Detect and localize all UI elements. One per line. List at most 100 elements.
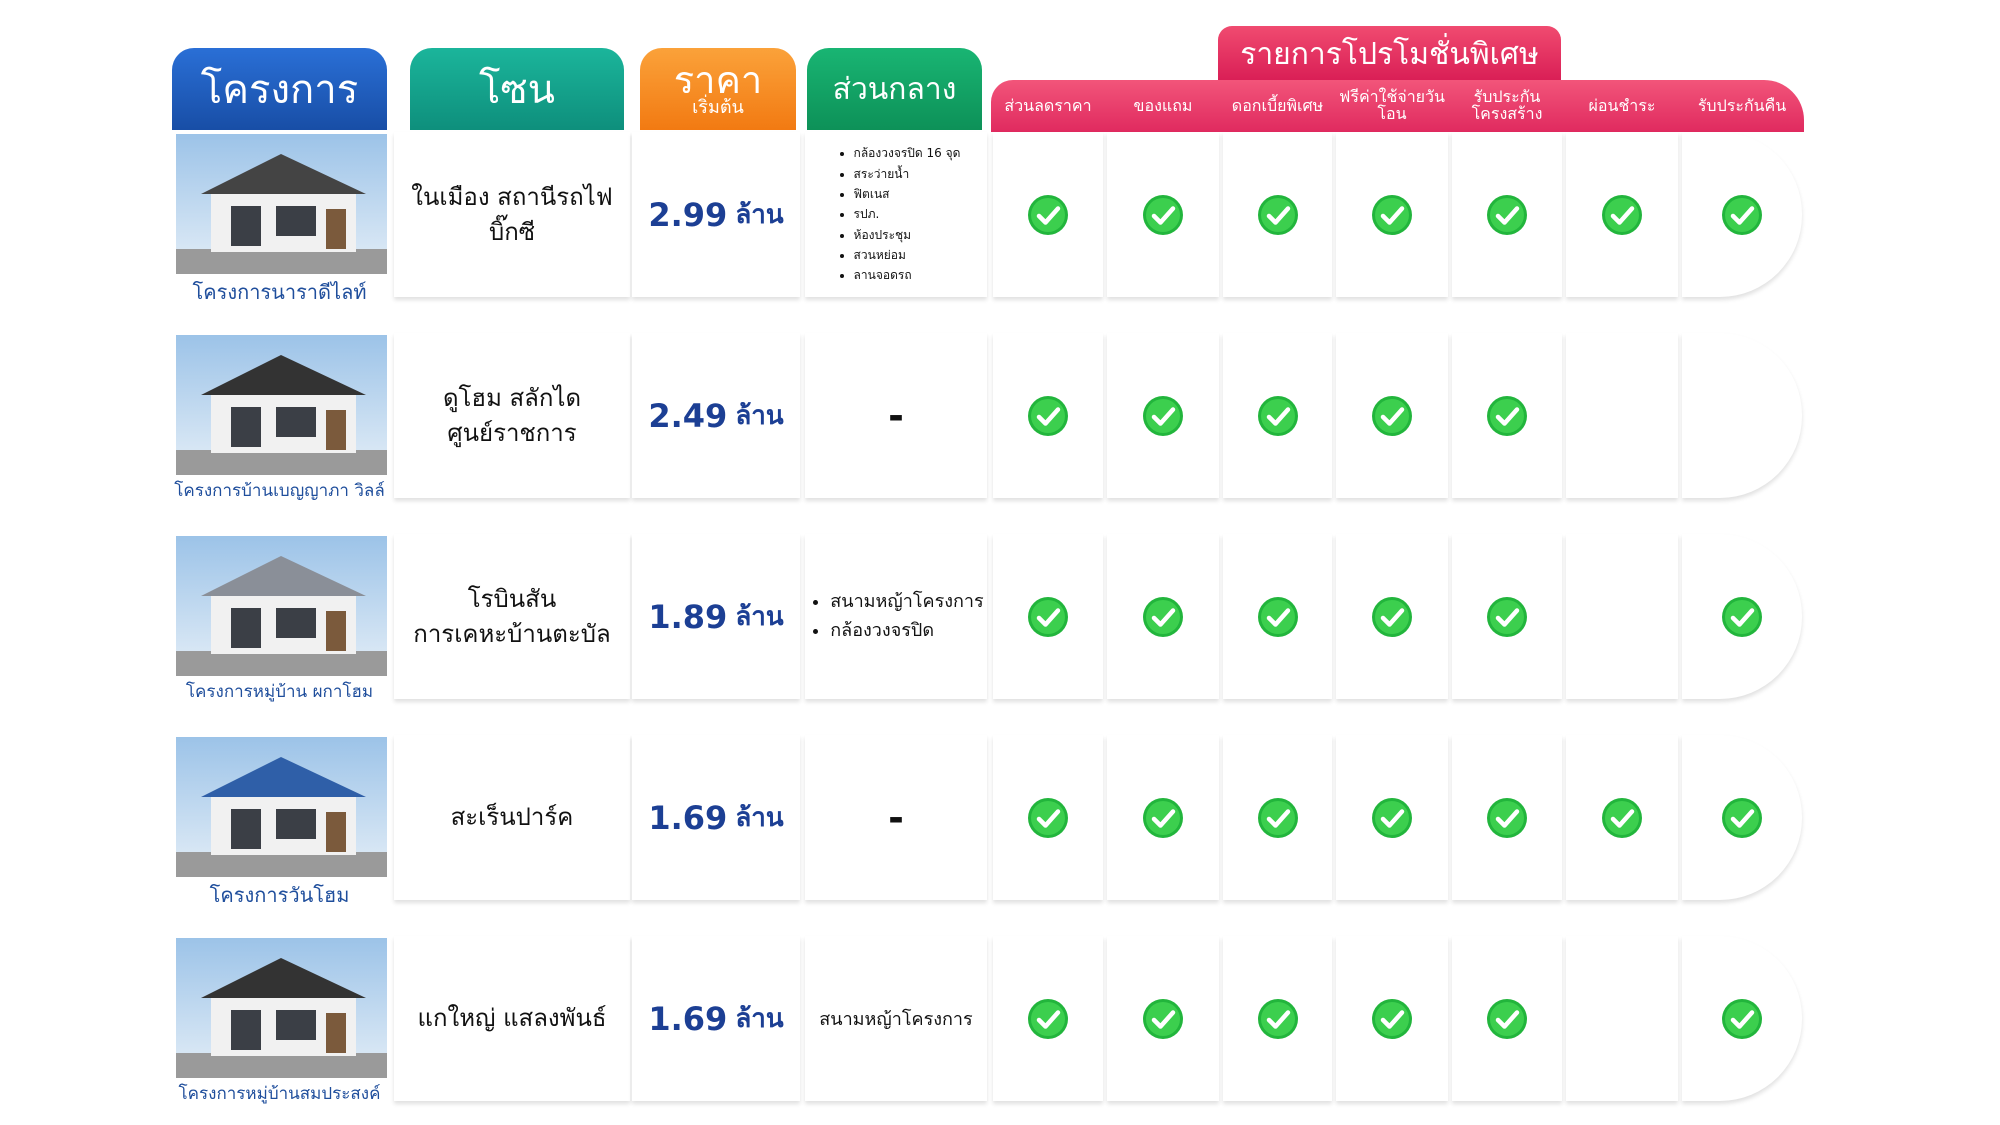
amenity: กล้องวงจรปิด xyxy=(830,617,983,646)
house-illustration xyxy=(176,536,387,676)
check-icon xyxy=(1487,797,1527,838)
house-illustration xyxy=(176,737,387,877)
promo-cell xyxy=(1566,333,1678,498)
amenity: รปภ. xyxy=(854,204,961,224)
project-name: โครงการหมู่บ้าน ผกาโฮม xyxy=(185,682,374,702)
check-icon xyxy=(1028,596,1068,637)
check-icon xyxy=(1257,797,1298,838)
header-amenities: ส่วนกลาง xyxy=(807,48,982,130)
check-icon xyxy=(1602,194,1642,235)
price-title: ราคา xyxy=(673,58,763,102)
price-unit: ล้าน xyxy=(735,401,784,431)
project-name: โครงการหมู่บ้านสมประสงค์ xyxy=(178,1084,381,1104)
project-photo xyxy=(176,536,387,676)
amenities-cell: สนามหญ้าโครงการกล้องวงจรปิด xyxy=(805,534,987,699)
project-photo xyxy=(176,737,387,877)
check-icon xyxy=(1028,194,1068,235)
promo-cell xyxy=(1336,333,1448,498)
project-name: โครงการวันโฮม xyxy=(209,883,350,907)
promo-cell xyxy=(1566,534,1678,699)
promo-cell xyxy=(993,333,1103,498)
promo-cell xyxy=(1452,735,1562,900)
amenity: กล้องวงจรปิด 16 จุด xyxy=(854,143,961,163)
zone-cell: แกใหญ่ แสลงพันธ์ xyxy=(394,936,630,1101)
amenities-cell: กล้องวงจรปิด 16 จุดสระว่ายน้ำฟิตเนสรปภ.ห… xyxy=(805,132,987,297)
check-icon xyxy=(1722,998,1762,1039)
check-icon xyxy=(1143,596,1183,637)
amenity-text: สนามหญ้าโครงการ xyxy=(819,1009,973,1030)
promo-column-header: รับประกัน โครงสร้าง xyxy=(1471,87,1543,123)
promo-column-header: รับประกันคืน xyxy=(1697,95,1787,115)
amenity-text: - xyxy=(888,795,904,840)
project-name: โครงการนาราดีไลท์ xyxy=(192,280,367,304)
amenity: สนามหญ้าโครงการ xyxy=(830,588,983,617)
amenities-cell: สนามหญ้าโครงการ xyxy=(805,936,987,1101)
zone-cell: สะเร็นปาร์ค xyxy=(394,735,630,900)
price-unit: ล้าน xyxy=(735,1004,784,1034)
promo-cell xyxy=(1566,132,1678,297)
check-icon xyxy=(1257,194,1298,235)
amenity: สระว่ายน้ำ xyxy=(854,164,961,184)
promo-cell xyxy=(1107,333,1219,498)
price-cell: 1.69 ล้าน xyxy=(632,936,800,1101)
price-value: 2.49 xyxy=(648,396,728,435)
check-icon xyxy=(1372,395,1412,436)
promo-cell xyxy=(1223,936,1332,1101)
promo-cell xyxy=(1223,735,1332,900)
price-value: 1.69 xyxy=(648,999,728,1038)
check-icon xyxy=(1028,797,1068,838)
price-cell: 1.69 ล้าน xyxy=(632,735,800,900)
amenity: ห้องประชุม xyxy=(854,225,961,245)
amenity: ลานจอดรถ xyxy=(854,265,961,285)
house-illustration xyxy=(176,938,387,1078)
promo-cell xyxy=(1336,936,1448,1101)
price-value: 2.99 xyxy=(648,195,728,234)
amenities-cell: - xyxy=(805,735,987,900)
promo-cell xyxy=(993,936,1103,1101)
promo-cell xyxy=(1223,132,1332,297)
promo-cell xyxy=(993,534,1103,699)
promo-cell xyxy=(993,132,1103,297)
promo-cell xyxy=(1336,534,1448,699)
price-subtitle: เริ่มต้น xyxy=(692,97,744,118)
promo-column-header: ฟรีค่าใช้จ่ายวันโอน xyxy=(1339,87,1445,123)
price-value: 1.89 xyxy=(648,597,728,636)
promo-cell xyxy=(1107,735,1219,900)
promo-title: รายการโปรโมชั่นพิเศษ xyxy=(1218,26,1561,82)
price-cell: 2.49 ล้าน xyxy=(632,333,800,498)
promo-cell xyxy=(993,735,1103,900)
amenities-list: กล้องวงจรปิด 16 จุดสระว่ายน้ำฟิตเนสรปภ.ห… xyxy=(832,143,961,286)
promo-cell xyxy=(1223,333,1332,498)
check-icon xyxy=(1028,998,1068,1039)
header-price: ราคา เริ่มต้น xyxy=(640,48,796,130)
promo-cell xyxy=(1682,534,1802,699)
amenities-list: สนามหญ้าโครงการกล้องวงจรปิด xyxy=(808,588,983,646)
promo-header-bar xyxy=(991,80,1804,132)
promo-cell xyxy=(1682,132,1802,297)
price-unit: ล้าน xyxy=(735,803,784,833)
promo-cell xyxy=(1107,534,1219,699)
promo-cell xyxy=(1682,333,1802,498)
check-icon xyxy=(1372,194,1412,235)
check-icon xyxy=(1487,998,1527,1039)
check-icon xyxy=(1372,998,1412,1039)
promo-column-header: ส่วนลดราคา xyxy=(1004,95,1092,115)
check-icon xyxy=(1372,596,1412,637)
check-icon xyxy=(1722,596,1762,637)
zone-cell: ดูโฮม สลักได ศูนย์ราชการ xyxy=(394,333,630,498)
check-icon xyxy=(1372,797,1412,838)
check-icon xyxy=(1143,194,1183,235)
promo-cell xyxy=(1566,936,1678,1101)
check-icon xyxy=(1143,395,1183,436)
check-icon xyxy=(1257,395,1298,436)
amenity-text: - xyxy=(888,393,904,438)
amenity: ฟิตเนส xyxy=(854,184,961,204)
promo-cell xyxy=(1223,534,1332,699)
house-illustration xyxy=(176,134,387,274)
header-project: โครงการ xyxy=(172,48,387,130)
promo-cell xyxy=(1452,534,1562,699)
promo-cell xyxy=(1336,132,1448,297)
promo-cell xyxy=(1107,936,1219,1101)
amenities-cell: - xyxy=(805,333,987,498)
